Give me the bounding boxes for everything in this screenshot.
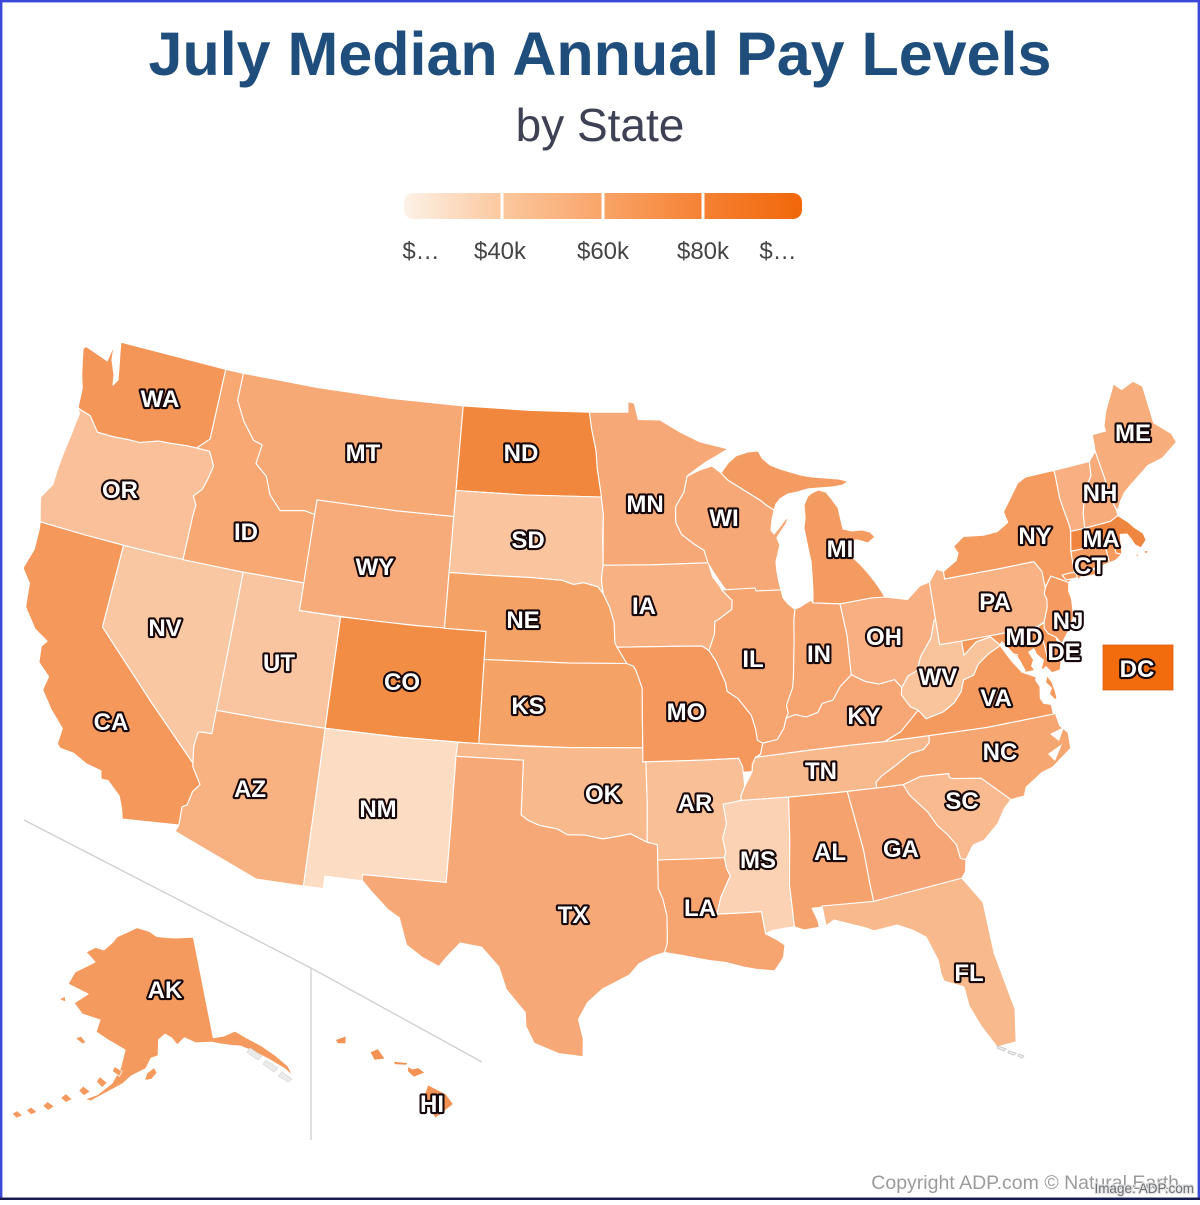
svg-text:WA: WA <box>141 386 180 413</box>
svg-text:VA: VA <box>980 685 1012 712</box>
svg-text:NY: NY <box>1018 523 1051 550</box>
svg-text:NV: NV <box>148 615 181 642</box>
svg-text:$40k: $40k <box>474 238 527 265</box>
svg-text:AR: AR <box>678 790 713 817</box>
svg-text:CT: CT <box>1074 553 1106 580</box>
svg-text:TX: TX <box>558 902 589 929</box>
svg-text:WY: WY <box>356 554 395 581</box>
svg-text:OK: OK <box>585 781 622 808</box>
svg-text:Copyright ADP.com © Natural Ea: Copyright ADP.com © Natural Earth <box>871 1172 1179 1194</box>
svg-text:CA: CA <box>94 709 129 736</box>
svg-text:$…: $… <box>402 238 439 265</box>
svg-text:PA: PA <box>979 589 1011 616</box>
svg-text:AK: AK <box>148 977 183 1004</box>
svg-text:WV: WV <box>919 664 958 691</box>
svg-text:MS: MS <box>740 847 776 874</box>
svg-text:LA: LA <box>684 895 716 922</box>
svg-text:SC: SC <box>945 788 978 815</box>
svg-text:KY: KY <box>847 703 880 730</box>
svg-text:CO: CO <box>384 669 420 696</box>
svg-text:TN: TN <box>805 758 837 785</box>
svg-text:WI: WI <box>709 505 738 532</box>
svg-text:ND: ND <box>504 440 539 467</box>
svg-text:OR: OR <box>102 477 138 504</box>
svg-text:FL: FL <box>954 960 983 987</box>
svg-text:AZ: AZ <box>234 776 266 803</box>
svg-text:IN: IN <box>807 641 831 668</box>
svg-text:ID: ID <box>234 519 258 546</box>
svg-text:UT: UT <box>263 650 295 677</box>
svg-text:DE: DE <box>1047 639 1080 666</box>
svg-text:AL: AL <box>814 839 846 866</box>
svg-text:MO: MO <box>667 699 706 726</box>
svg-text:NM: NM <box>359 796 396 823</box>
svg-text:MN: MN <box>626 491 663 518</box>
svg-text:DC: DC <box>1120 656 1155 683</box>
svg-text:MT: MT <box>346 440 381 467</box>
svg-text:NE: NE <box>506 607 539 634</box>
svg-text:by State: by State <box>516 99 685 151</box>
svg-text:KS: KS <box>511 693 544 720</box>
svg-text:IL: IL <box>742 646 763 673</box>
svg-text:Image: ADP.com: Image: ADP.com <box>1094 1181 1194 1196</box>
svg-text:OH: OH <box>866 624 902 651</box>
svg-text:MI: MI <box>827 536 854 563</box>
svg-text:$…: $… <box>759 238 796 265</box>
svg-text:IA: IA <box>632 593 656 620</box>
svg-text:$60k: $60k <box>577 238 630 265</box>
svg-text:SD: SD <box>511 527 544 554</box>
svg-text:NJ: NJ <box>1053 608 1084 635</box>
svg-text:ME: ME <box>1115 420 1151 447</box>
svg-text:NC: NC <box>983 739 1018 766</box>
svg-text:MA: MA <box>1082 526 1119 553</box>
svg-text:HI: HI <box>420 1091 444 1118</box>
svg-text:MD: MD <box>1005 624 1042 651</box>
svg-text:NH: NH <box>1083 480 1118 507</box>
svg-text:$80k: $80k <box>677 238 730 265</box>
svg-text:GA: GA <box>883 836 919 863</box>
svg-text:July Median Annual Pay Levels: July Median Annual Pay Levels <box>149 20 1052 88</box>
